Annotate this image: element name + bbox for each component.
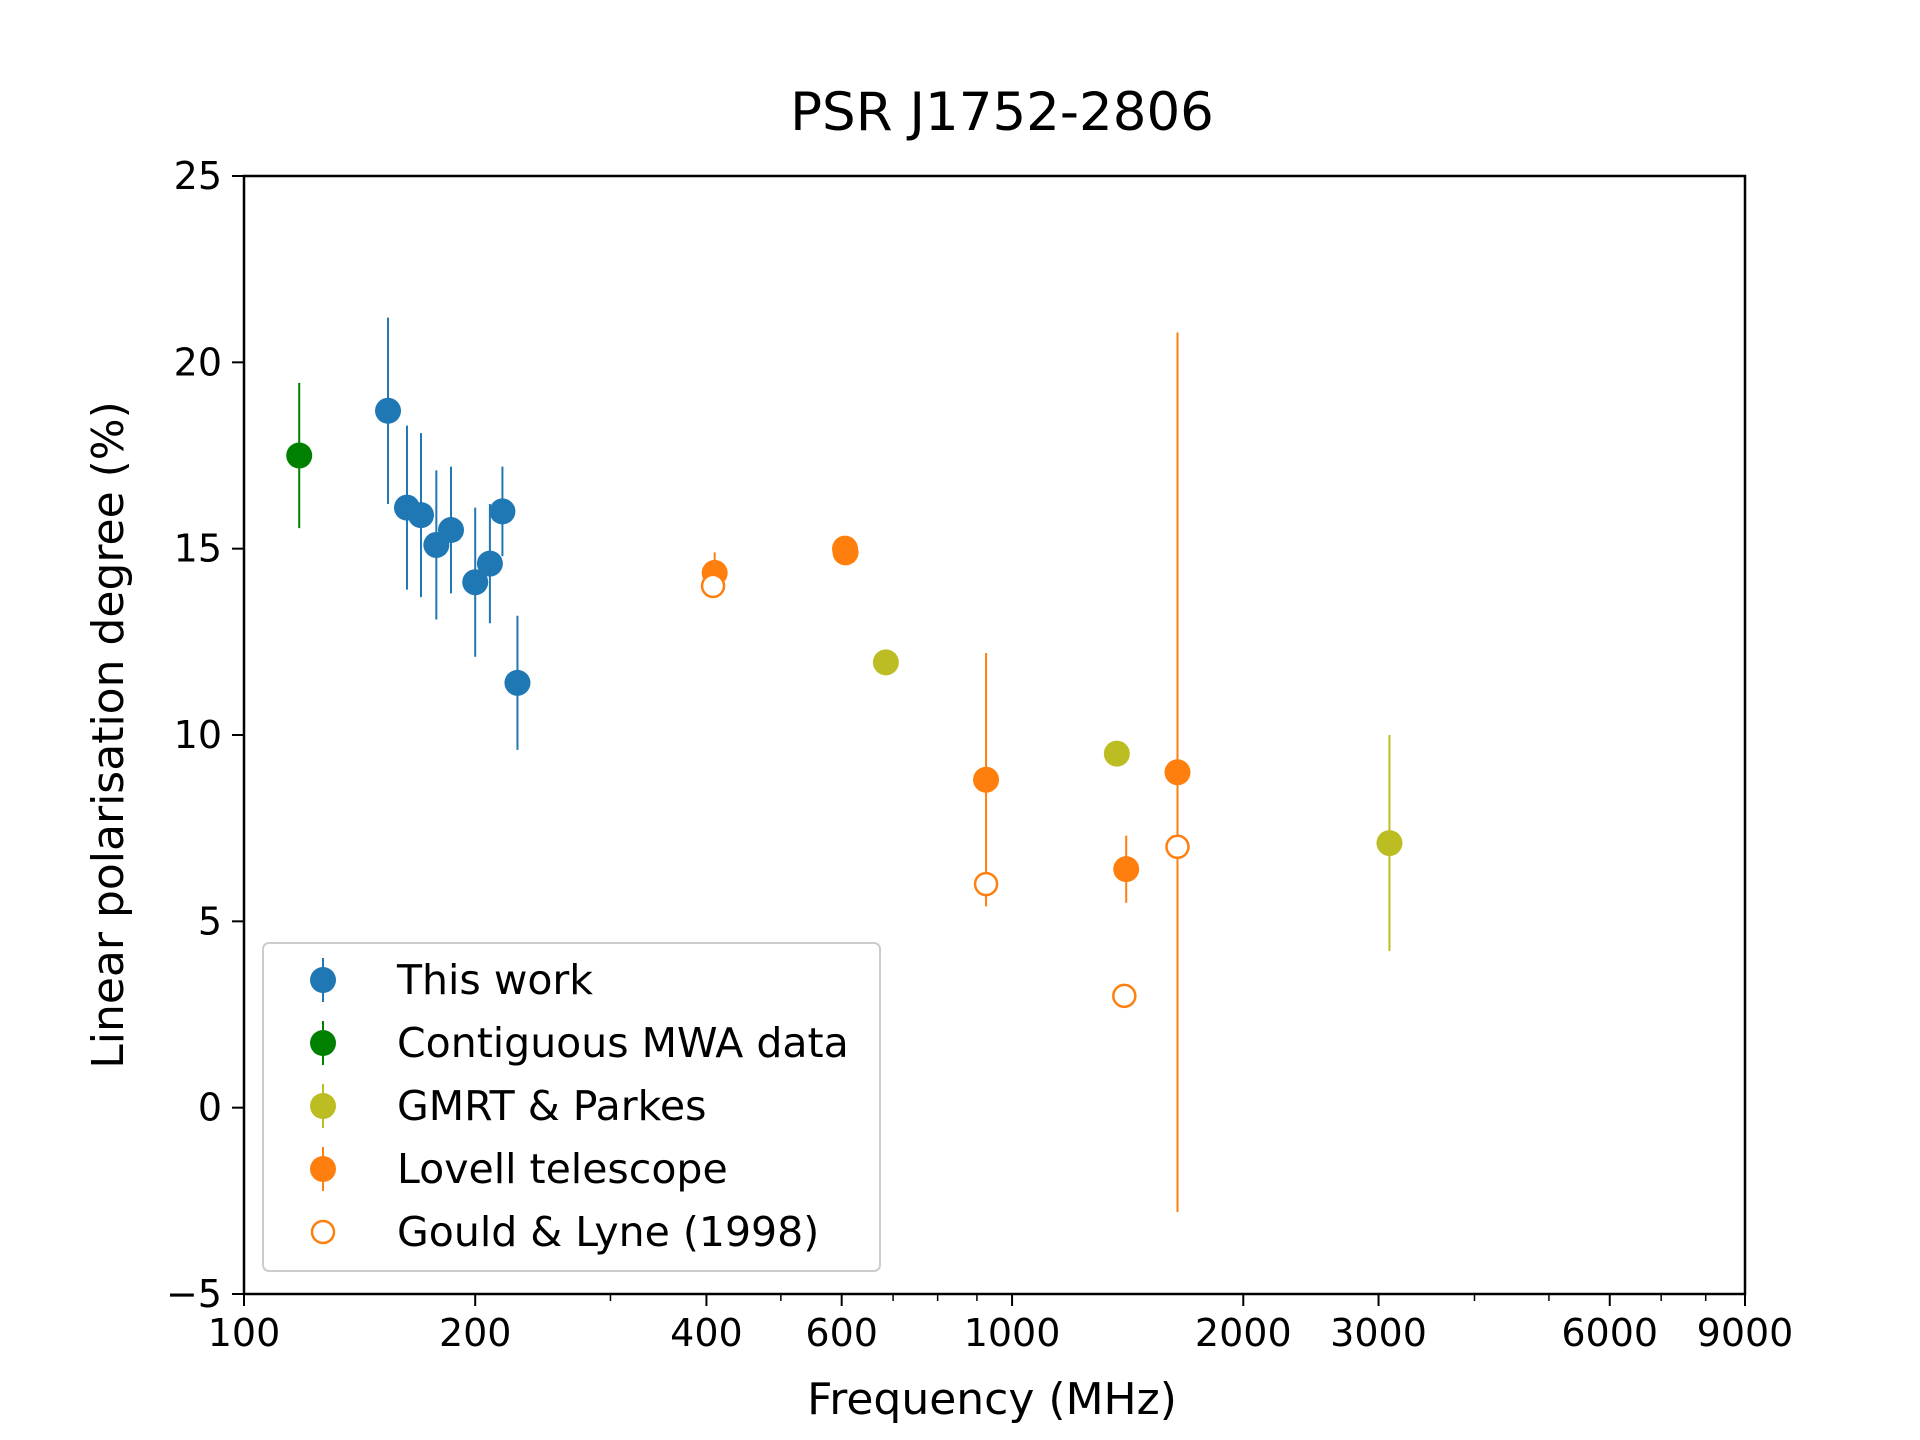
- legend-marker: [310, 1030, 336, 1056]
- series-this-work: [375, 317, 531, 750]
- legend-label: This work: [396, 956, 593, 1004]
- legend-marker: [310, 967, 336, 993]
- data-point: [476, 550, 503, 577]
- y-tick-label: 0: [198, 1086, 222, 1130]
- chart-title: PSR J1752-2806: [790, 82, 1214, 143]
- legend-frame: [262, 942, 881, 1272]
- legend-item: Lovell telescope: [310, 1145, 728, 1193]
- data-point-open: [1165, 834, 1190, 860]
- legend-marker: [310, 1219, 336, 1245]
- x-tick-label: 600: [805, 1311, 878, 1355]
- data-point: [872, 649, 899, 676]
- legend: This work Contiguous MWA data GMRT & Parke…: [262, 942, 881, 1272]
- legend-item: GMRT & Parkes: [310, 1082, 706, 1130]
- x-tick-label: 100: [208, 1311, 281, 1355]
- data-series: [286, 317, 1403, 1213]
- y-tick-label: 15: [174, 527, 222, 571]
- x-tick-label: 1000: [964, 1311, 1061, 1355]
- y-tick-label: 5: [198, 899, 222, 943]
- data-point: [462, 569, 489, 596]
- y-tick-label: 10: [174, 713, 222, 757]
- legend-item: This work: [310, 956, 593, 1004]
- data-point: [438, 517, 465, 544]
- x-tick-label: 2000: [1195, 1311, 1292, 1355]
- data-point: [1164, 759, 1191, 786]
- legend-item: Gould & Lyne (1998): [310, 1208, 819, 1256]
- x-tick-label: 400: [670, 1311, 743, 1355]
- legend-label: GMRT & Parkes: [397, 1082, 706, 1130]
- legend-label: Lovell telescope: [397, 1145, 728, 1193]
- data-point: [408, 502, 435, 529]
- data-point: [286, 442, 313, 469]
- data-point: [489, 498, 516, 525]
- data-point: [1103, 740, 1130, 767]
- y-tick-label: 25: [174, 154, 222, 198]
- data-point: [973, 766, 1000, 793]
- data-point: [1376, 830, 1403, 857]
- legend-marker: [310, 1093, 336, 1119]
- y-tick-label: −5: [166, 1272, 222, 1316]
- x-tick-label: 6000: [1561, 1311, 1658, 1355]
- axis-ticks: 100 200 400 600 1000 2000 3000 6000 9000 −5 0 5 10 15…: [166, 154, 1793, 1355]
- x-tick-label: 9000: [1697, 1311, 1794, 1355]
- series-gmrt-parkes: [872, 649, 1403, 952]
- legend-item: Contiguous MWA data: [310, 1019, 849, 1067]
- x-tick-label: 3000: [1330, 1311, 1427, 1355]
- data-point: [375, 397, 402, 424]
- x-tick-label: 200: [439, 1311, 512, 1355]
- legend-marker: [310, 1156, 336, 1182]
- data-point-open: [700, 573, 726, 599]
- data-point: [504, 669, 531, 696]
- series-contiguous-mwa-data: [286, 382, 313, 529]
- data-point: [832, 539, 859, 566]
- series-gould-lyne-1998: [700, 573, 1190, 1009]
- data-point-open: [973, 871, 999, 897]
- data-point-open: [1112, 983, 1137, 1009]
- y-tick-label: 20: [174, 340, 222, 384]
- y-axis-label: Linear polarisation degree (%): [83, 401, 134, 1069]
- legend-label: Contiguous MWA data: [397, 1019, 849, 1067]
- x-axis-label: Frequency (MHz): [807, 1374, 1177, 1425]
- legend-label: Gould & Lyne (1998): [397, 1208, 819, 1256]
- data-point: [1113, 856, 1140, 883]
